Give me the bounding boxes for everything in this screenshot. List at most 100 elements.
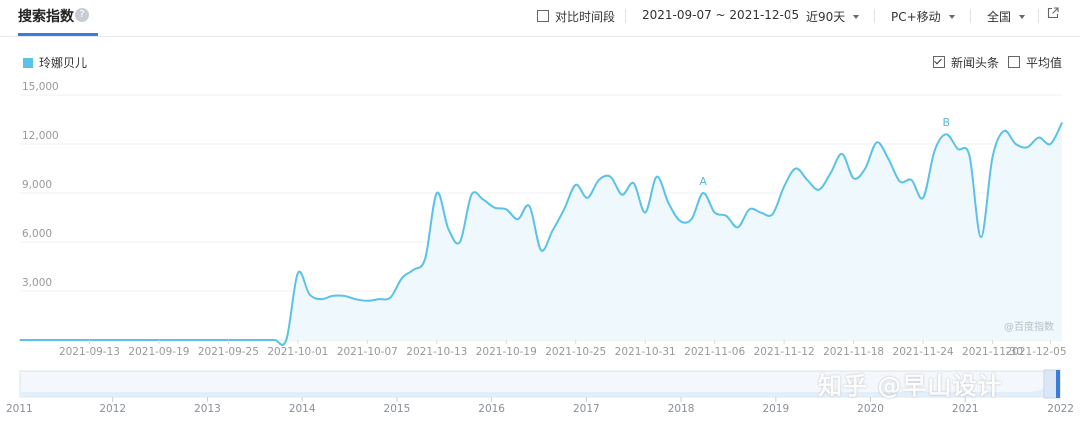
data-point[interactable] <box>54 339 56 341</box>
data-point[interactable] <box>77 339 79 341</box>
data-point[interactable] <box>598 179 600 181</box>
data-point[interactable] <box>216 339 218 341</box>
data-point[interactable] <box>181 339 183 341</box>
data-point[interactable] <box>65 339 67 341</box>
data-point[interactable] <box>494 207 496 209</box>
data-point[interactable] <box>1049 143 1052 145</box>
data-point[interactable] <box>957 148 959 150</box>
data-point[interactable] <box>204 339 206 341</box>
data-point[interactable] <box>795 167 797 170</box>
news-toggle[interactable]: 新闻头条 <box>933 54 999 71</box>
data-point[interactable] <box>679 220 681 222</box>
data-point[interactable] <box>899 180 901 183</box>
data-point[interactable] <box>887 158 889 160</box>
average-checkbox[interactable] <box>1008 56 1020 68</box>
data-point[interactable] <box>274 339 276 341</box>
data-point[interactable] <box>355 298 357 300</box>
chart-legend[interactable]: 玲娜贝儿 <box>23 54 87 71</box>
compare-toggle[interactable]: 对比时间段 <box>537 8 615 25</box>
data-point[interactable] <box>378 298 380 300</box>
data-point[interactable] <box>876 141 878 143</box>
data-point[interactable] <box>922 197 924 199</box>
average-toggle[interactable]: 平均值 <box>1008 54 1062 71</box>
compare-checkbox[interactable] <box>537 10 549 22</box>
data-point[interactable] <box>575 184 577 186</box>
timeline-navigator[interactable]: 2011 2012 2013 2014 2015 2016 2017 2018 2019 2020… <box>0 366 1080 427</box>
data-point[interactable] <box>702 192 704 194</box>
device-select[interactable]: PC+移动 <box>891 8 955 25</box>
data-point[interactable] <box>818 189 820 191</box>
data-point[interactable] <box>1003 130 1005 132</box>
data-point[interactable] <box>169 339 172 341</box>
data-point[interactable] <box>864 167 866 170</box>
data-point[interactable] <box>1061 122 1063 124</box>
data-point[interactable] <box>308 293 311 295</box>
data-point[interactable] <box>656 176 658 178</box>
data-point[interactable] <box>633 182 635 184</box>
help-icon[interactable]: ? <box>75 8 89 22</box>
data-point[interactable] <box>714 212 716 214</box>
data-point[interactable] <box>945 133 947 135</box>
data-point[interactable] <box>551 229 554 232</box>
data-point[interactable] <box>123 339 125 341</box>
data-point[interactable] <box>332 295 334 297</box>
data-point[interactable] <box>609 176 612 178</box>
data-point[interactable] <box>401 277 403 279</box>
data-point[interactable] <box>991 156 994 158</box>
data-point[interactable] <box>470 194 473 196</box>
data-point[interactable] <box>459 241 461 243</box>
news-annotation-marker[interactable]: B <box>942 116 950 129</box>
data-point[interactable] <box>783 185 785 188</box>
data-point[interactable] <box>586 197 588 199</box>
data-point[interactable] <box>690 218 693 220</box>
data-point[interactable] <box>239 339 241 341</box>
data-point[interactable] <box>320 298 322 300</box>
data-point[interactable] <box>760 212 762 214</box>
data-point[interactable] <box>829 172 832 174</box>
data-point[interactable] <box>297 272 299 274</box>
data-point[interactable] <box>389 296 392 299</box>
external-link-icon[interactable] <box>1047 7 1059 19</box>
data-point[interactable] <box>725 215 727 217</box>
data-point[interactable] <box>424 257 426 259</box>
data-point[interactable] <box>262 339 264 341</box>
data-point[interactable] <box>30 339 33 341</box>
region-select[interactable]: 全国 <box>987 8 1026 25</box>
data-point[interactable] <box>366 300 368 302</box>
data-point[interactable] <box>19 339 21 341</box>
data-point[interactable] <box>413 269 415 271</box>
data-point[interactable] <box>910 179 913 181</box>
data-point[interactable] <box>1026 146 1028 148</box>
data-point[interactable] <box>517 218 519 220</box>
data-point[interactable] <box>853 177 855 179</box>
data-point[interactable] <box>980 236 982 238</box>
data-point[interactable] <box>193 339 195 341</box>
news-checkbox[interactable] <box>933 56 945 68</box>
data-point[interactable] <box>505 208 507 210</box>
data-point[interactable] <box>250 339 253 341</box>
data-point[interactable] <box>934 149 936 152</box>
data-point[interactable] <box>447 228 449 230</box>
news-annotation-marker[interactable]: A <box>699 175 707 188</box>
data-point[interactable] <box>146 339 148 341</box>
data-point[interactable] <box>748 208 751 210</box>
data-point[interactable] <box>621 194 623 196</box>
data-point[interactable] <box>563 208 565 210</box>
data-point[interactable] <box>667 202 669 204</box>
period-select[interactable]: 近90天 <box>806 8 860 25</box>
data-point[interactable] <box>806 179 808 181</box>
data-point[interactable] <box>135 339 137 341</box>
data-point[interactable] <box>100 339 102 341</box>
data-point[interactable] <box>436 192 438 194</box>
data-point[interactable] <box>482 198 484 201</box>
navigator-handle[interactable] <box>1056 370 1060 398</box>
data-point[interactable] <box>42 339 44 341</box>
data-point[interactable] <box>1038 136 1040 139</box>
data-point[interactable] <box>112 339 114 341</box>
data-point[interactable] <box>841 153 843 155</box>
data-point[interactable] <box>968 154 970 157</box>
data-point[interactable] <box>285 339 287 341</box>
data-point[interactable] <box>343 295 345 297</box>
data-point[interactable] <box>771 213 774 215</box>
date-range-picker[interactable]: 2021-09-07 ~ 2021-12-05 <box>642 8 800 22</box>
